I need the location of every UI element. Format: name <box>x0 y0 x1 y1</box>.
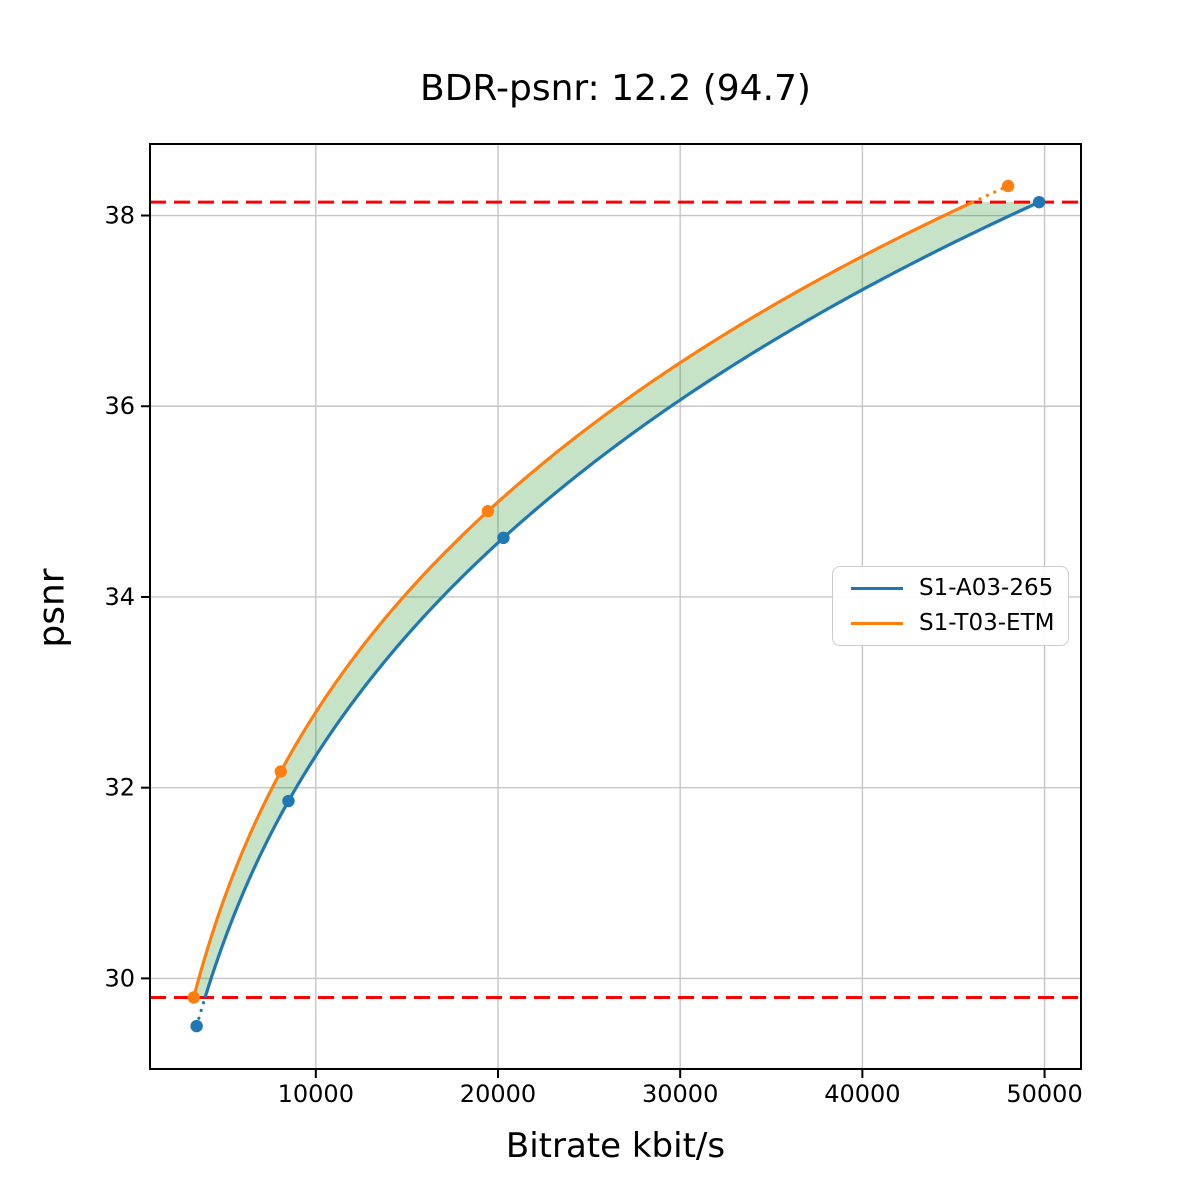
data-point-marker <box>190 1019 203 1033</box>
curve-dotted-extrapolation <box>971 184 1010 204</box>
legend: S1-A03-265 S1-T03-ETM <box>832 566 1069 646</box>
curve-s1-t03-etm <box>192 200 974 998</box>
data-point-marker <box>1032 195 1046 209</box>
curve-s1-a03-265 <box>203 200 1040 999</box>
legend-label: S1-T03-ETM <box>919 610 1055 636</box>
legend-line-sample-orange <box>851 622 903 626</box>
x-tick-label: 30000 <box>642 1080 718 1108</box>
data-point-marker <box>187 991 200 1004</box>
x-tick-label: 10000 <box>278 1080 354 1108</box>
x-tick-label: 20000 <box>460 1080 536 1108</box>
data-point-marker <box>497 531 510 545</box>
legend-item-s1-t03-etm: S1-T03-ETM <box>851 610 1068 636</box>
legend-label: S1-A03-265 <box>919 574 1054 601</box>
data-point-marker <box>282 794 295 808</box>
y-tick-label: 36 <box>104 392 135 420</box>
data-point-marker <box>274 765 288 778</box>
legend-item-s1-a03-265: S1-A03-265 <box>851 574 1068 601</box>
legend-line-sample-blue <box>851 586 903 590</box>
axes-spines <box>149 143 1082 1070</box>
data-point-marker <box>481 504 495 518</box>
x-tick-label: 50000 <box>1006 1080 1082 1108</box>
y-tick-label: 30 <box>104 964 135 992</box>
x-axis-label: Bitrate kbit/s <box>505 1126 726 1166</box>
y-tick-label: 38 <box>104 202 135 230</box>
y-tick-label: 34 <box>104 583 135 611</box>
x-tick-label: 40000 <box>824 1080 900 1108</box>
y-tick-label: 32 <box>104 774 135 802</box>
curve-dotted-extrapolation <box>195 995 207 1028</box>
data-point-marker <box>1001 179 1015 193</box>
chart-title: BDR-psnr: 12.2 (94.7) <box>420 68 811 109</box>
